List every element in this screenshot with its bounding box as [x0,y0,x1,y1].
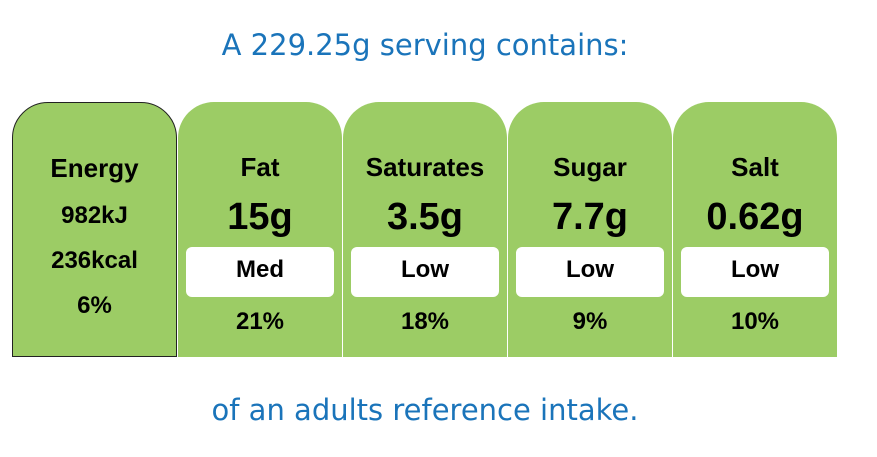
nutrient-percent: 18% [400,308,450,335]
nutrient-level: Low [566,256,614,283]
nutrient-amount: 3.5g [386,196,464,238]
level-box [186,247,334,297]
energy-name: Energy [50,153,139,183]
nutrient-level: Med [236,256,284,283]
energy-percent: 6% [77,292,112,319]
footer: of an adults reference intake. [211,393,639,427]
level-box [516,247,664,297]
level-box [681,247,829,297]
nutrient-percent: 10% [730,308,780,335]
nutrient-amount: 0.62g [706,196,804,238]
nutrient-name: Saturates [365,152,485,182]
nutrient-panel: Salt 0.62g Low 10% [673,102,837,357]
nutrient-panel: Saturates 3.5g Low 18% [343,102,507,357]
nutrient-level: Low [401,256,449,283]
energy-kcal: 236kcal [51,247,138,274]
title: A 229.25g serving contains: [221,28,629,62]
nutrient-name: Salt [731,152,779,182]
nutrient-panel: Fat 15g Med 21% [178,102,342,357]
energy-kj: 982kJ [61,202,128,229]
nutrient-name: Sugar [553,152,627,182]
nutrient-panel: Sugar 7.7g Low 9% [508,102,672,357]
nutrient-name: Fat [240,152,280,182]
nutrient-level: Low [731,256,779,283]
nutrient-amount: 7.7g [551,196,629,238]
energy-panel: Energy 982kJ 236kcal 6% [12,102,177,357]
nutrient-percent: 9% [572,308,608,335]
nutrient-percent: 21% [235,308,285,335]
level-box [351,247,499,297]
nutrient-amount: 15g [227,196,293,238]
